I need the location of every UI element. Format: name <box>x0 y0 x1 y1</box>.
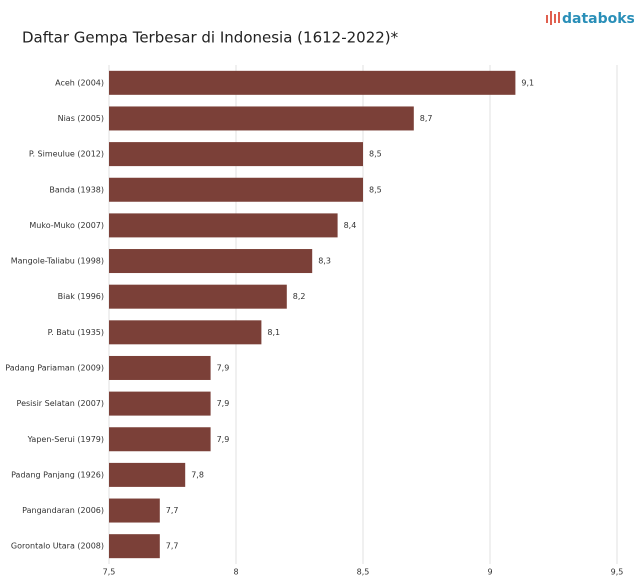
value-label: 8,1 <box>267 328 280 337</box>
y-tick-label: Pesisir Selatan (2007) <box>17 399 104 408</box>
bar <box>109 534 160 559</box>
y-tick-label: Aceh (2004) <box>55 78 104 87</box>
value-label: 9,1 <box>521 78 534 87</box>
value-label: 8,4 <box>344 221 357 230</box>
bar <box>109 498 160 523</box>
value-label: 8,5 <box>369 150 382 159</box>
y-tick-label: Muko-Muko (2007) <box>29 221 104 230</box>
value-label: 7,9 <box>217 435 230 444</box>
value-label: 7,7 <box>166 506 179 515</box>
y-tick-label: Gorontalo Utara (2008) <box>11 542 104 551</box>
y-tick-label: Padang Panjang (1926) <box>11 470 104 479</box>
bar <box>109 320 262 345</box>
bar <box>109 70 516 95</box>
bar <box>109 427 211 452</box>
bar <box>109 213 338 238</box>
bar <box>109 284 287 309</box>
y-tick-label: Biak (1996) <box>58 292 104 301</box>
y-tick-label: P. Simeulue (2012) <box>29 150 104 159</box>
value-label: 7,9 <box>217 399 230 408</box>
x-tick-label: 8 <box>233 568 238 577</box>
y-tick-label: Mangole-Taliabu (1998) <box>11 257 104 266</box>
y-tick-label: Yapen-Serui (1979) <box>27 435 104 444</box>
bar <box>109 462 186 487</box>
value-label: 7,8 <box>191 470 204 479</box>
x-tick-label: 8,5 <box>357 568 370 577</box>
value-label: 8,3 <box>318 257 331 266</box>
value-label: 7,9 <box>217 363 230 372</box>
value-label: 8,2 <box>293 292 306 301</box>
y-tick-label: Nias (2005) <box>58 114 104 123</box>
x-tick-label: 7,5 <box>103 568 116 577</box>
bar <box>109 106 414 131</box>
value-label: 8,7 <box>420 114 433 123</box>
x-tick-label: 9 <box>487 568 492 577</box>
brand-logo: databoks <box>562 11 634 27</box>
x-tick-label: 9,5 <box>611 568 624 577</box>
y-tick-label: P. Batu (1935) <box>48 328 104 337</box>
bar <box>109 355 211 380</box>
bar <box>109 142 363 167</box>
value-label: 8,5 <box>369 185 382 194</box>
y-tick-label: Pangandaran (2006) <box>22 506 104 515</box>
y-tick-label: Padang Pariaman (2009) <box>5 363 104 372</box>
y-tick-label: Banda (1938) <box>49 185 104 194</box>
bar <box>109 391 211 416</box>
value-label: 7,7 <box>166 542 179 551</box>
bar <box>109 177 363 202</box>
logo-icon <box>546 11 560 25</box>
chart-title: Daftar Gempa Terbesar di Indonesia (1612… <box>22 29 399 47</box>
bar <box>109 249 313 274</box>
